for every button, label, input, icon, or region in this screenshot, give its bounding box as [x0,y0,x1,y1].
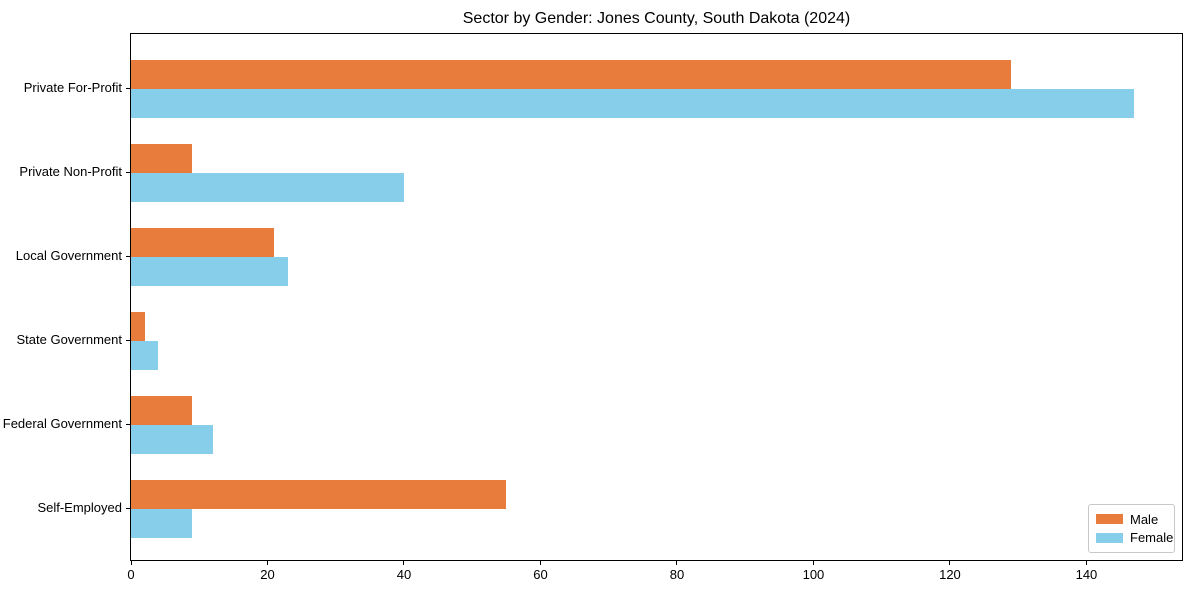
y-tick-mark [126,172,130,173]
y-tick-mark [126,256,130,257]
x-tick-mark [676,561,678,565]
chart-title: Sector by Gender: Jones County, South Da… [462,10,851,27]
y-category-label: Self-Employed [37,500,122,515]
bar-female-private-for-profit [131,89,1135,118]
bar-female-self-employed [131,509,193,538]
bar-female-state-government [131,341,159,370]
y-tick-mark [126,508,130,509]
y-category-label: Local Government [15,248,122,263]
legend-item-female: Female [1096,530,1173,545]
y-category-label: Federal Government [2,416,122,431]
bar-female-local-government [131,257,288,286]
x-tick-label: 100 [802,567,825,582]
x-tick-label: 40 [396,567,412,582]
y-category-label: State Government [16,332,123,347]
y-tick-mark [126,88,130,89]
x-tick-label: 60 [533,567,548,582]
x-tick-label: 20 [260,567,275,582]
y-category-label: Private For-Profit [23,80,122,95]
x-tick-label: 120 [939,567,961,582]
x-tick-mark [403,561,405,565]
x-tick-mark [266,561,268,565]
y-category-label: Private Non-Profit [19,164,122,179]
bar-male-local-government [131,228,275,257]
x-tick-mark [539,561,541,565]
x-tick-label: 0 [127,567,135,582]
legend-label-male: Male [1130,511,1159,527]
x-tick-mark [949,561,951,565]
bar-male-state-government [131,312,145,341]
bar-male-self-employed [131,480,507,509]
bar-male-private-for-profit [131,60,1012,89]
legend-label-female: Female [1130,530,1174,546]
legend-item-male: Male [1096,512,1167,527]
bar-female-private-non-profit [131,173,404,202]
x-tick-mark [1085,561,1087,565]
bar-male-federal-government [131,396,193,425]
legend-swatch-female [1096,532,1123,543]
y-tick-mark [126,340,130,341]
bar-male-private-non-profit [131,144,193,173]
x-tick-label: 140 [1075,567,1098,582]
bar-female-federal-government [131,425,213,454]
legend-swatch-male [1096,514,1123,525]
x-tick-label: 80 [669,567,685,582]
x-tick-mark [812,561,814,565]
plot-area [130,33,1183,561]
legend: Male Female [1088,504,1175,553]
y-tick-mark [126,424,130,425]
x-tick-mark [130,561,132,565]
